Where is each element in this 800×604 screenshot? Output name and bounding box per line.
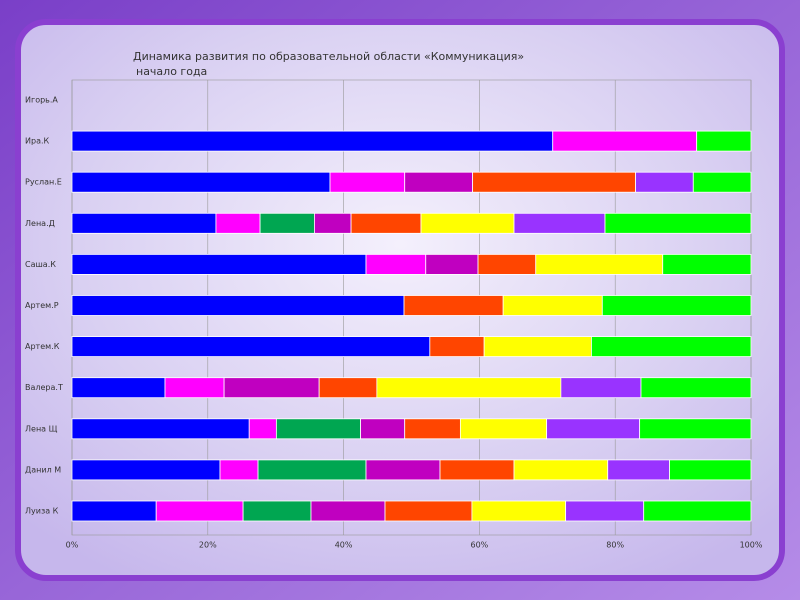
bar-segment <box>71 171 331 193</box>
y-tick-label: Саша.К <box>25 260 56 269</box>
bar-segment <box>639 418 752 440</box>
chart-subtitle: начало года <box>136 65 207 78</box>
y-tick-label: Руслан.Е <box>25 178 62 187</box>
bar-segment <box>420 212 515 234</box>
bar-segment <box>513 212 606 234</box>
y-tick-label: Валера.Т <box>25 383 63 392</box>
bar-segment <box>71 459 221 481</box>
bar-segment <box>535 253 664 275</box>
bar-segment <box>643 500 752 522</box>
x-tick-label: 60% <box>471 541 489 550</box>
x-tick-label: 40% <box>335 541 353 550</box>
bar-segment <box>477 253 537 275</box>
bar-segment <box>71 500 157 522</box>
bar-segment <box>71 212 217 234</box>
x-tick-label: 20% <box>199 541 217 550</box>
bar-segment <box>472 171 636 193</box>
bar-segment <box>376 377 562 399</box>
bar-segment <box>360 418 406 440</box>
bar-segment <box>565 500 645 522</box>
chart-title: Динамика развития по образовательной обл… <box>133 50 524 63</box>
bar-segment <box>318 377 378 399</box>
bar-segment <box>546 418 641 440</box>
bar-segment <box>560 377 642 399</box>
bar-segment <box>314 212 352 234</box>
bar-segment <box>692 171 752 193</box>
bar-segment <box>513 459 609 481</box>
y-tick-label: Артем.К <box>25 342 60 351</box>
bar-segment <box>384 500 473 522</box>
x-tick-label: 100% <box>740 541 763 550</box>
bar-segment <box>257 459 367 481</box>
bar-segment <box>604 212 752 234</box>
bar-segment <box>365 459 441 481</box>
bar-segment <box>310 500 386 522</box>
x-tick-label: 0% <box>66 541 79 550</box>
bar-segment <box>601 295 752 316</box>
bar-segment <box>696 130 752 152</box>
bar-segment <box>71 295 405 316</box>
bar-segment <box>219 459 259 481</box>
bar-segment <box>71 377 166 399</box>
y-tick-label: Ира.К <box>25 137 50 146</box>
bar-segment <box>425 253 479 275</box>
bar-segment <box>164 377 225 399</box>
bar-segment <box>459 418 548 440</box>
bar-segment <box>669 459 752 481</box>
bar-segment <box>403 295 504 316</box>
bar-segment <box>404 418 461 440</box>
x-tick-label: 80% <box>606 541 624 550</box>
chart: 0% 20% 40% 60% 80% 100% Игорь.А Ира.К Руслан.Е Ле… <box>25 79 763 550</box>
bar-segment <box>329 171 406 193</box>
bar-segment <box>71 336 431 358</box>
y-tick-label: Данил М <box>25 465 61 474</box>
bar-segment <box>365 253 427 275</box>
bar-segment <box>471 500 567 522</box>
bar-segment <box>483 336 592 358</box>
y-tick-label: Лена.Д <box>25 219 55 228</box>
y-tick-label: Луиза К <box>25 507 59 516</box>
bar-segment <box>439 459 515 481</box>
bar-segment <box>71 253 367 275</box>
bar-segment <box>259 212 315 234</box>
bar-segment <box>155 500 244 522</box>
bar-segment <box>350 212 422 234</box>
bar-segment <box>71 130 554 152</box>
y-tick-label: Лена Щ <box>25 424 58 433</box>
y-tick-label: Артем.Р <box>25 301 59 310</box>
bar-segment <box>223 377 320 399</box>
bar-segment <box>640 377 752 399</box>
bar-segment <box>275 418 361 440</box>
bar-segment <box>552 130 698 152</box>
bar-segment <box>662 253 752 275</box>
bar-segment <box>404 171 474 193</box>
bar-segment <box>607 459 670 481</box>
bar-segment <box>215 212 261 234</box>
bar-segment <box>71 418 250 440</box>
bar-segment <box>591 336 752 358</box>
y-tick-label: Игорь.А <box>25 96 58 105</box>
bar-segment <box>242 500 312 522</box>
bar-segment <box>248 418 277 440</box>
bar-segment <box>502 295 603 316</box>
bar-segment <box>429 336 485 358</box>
bar-segment <box>635 171 694 193</box>
